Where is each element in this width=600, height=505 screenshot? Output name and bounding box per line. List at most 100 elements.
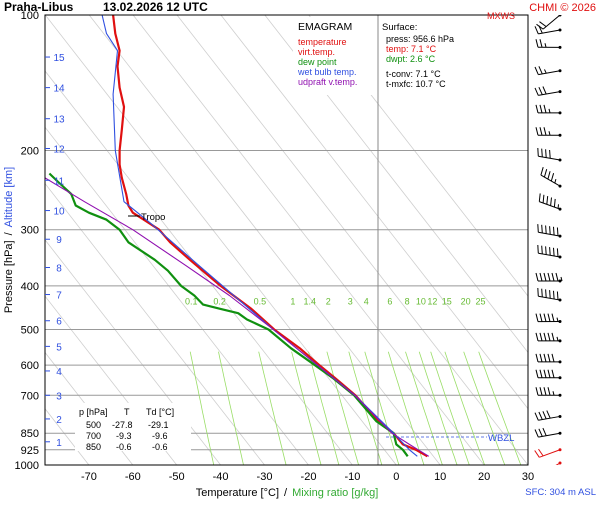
mixing-ratio-label: 0.5 bbox=[254, 297, 267, 307]
wind-barb-shaft bbox=[538, 232, 560, 236]
t-mxfc: t-mxfc: 10.7 °C bbox=[386, 79, 446, 89]
temperature-tick-label: 10 bbox=[434, 471, 446, 483]
pressure-tick-label: 850 bbox=[21, 428, 39, 440]
wind-barb bbox=[536, 387, 562, 396]
wind-barb-shaft bbox=[538, 296, 560, 300]
wind-barb bbox=[537, 14, 562, 30]
wind-barb-feather bbox=[550, 247, 551, 255]
temperature-tick-label: -20 bbox=[301, 471, 317, 483]
y-axis-title-altitude: Altitude [km] bbox=[3, 167, 15, 228]
mixing-ratio-label: 6 bbox=[387, 297, 392, 307]
altitude-tick-label: 11 bbox=[54, 176, 65, 187]
wind-barb-feather bbox=[535, 67, 538, 75]
wind-barb-feather bbox=[540, 387, 542, 395]
wind-barb-feather bbox=[535, 413, 538, 421]
wind-barb bbox=[536, 314, 562, 323]
wind-barb bbox=[536, 39, 562, 49]
altitude-tick-label: 2 bbox=[56, 415, 62, 426]
pressure-tick-label: 925 bbox=[21, 445, 39, 457]
altitude-tick-label: 9 bbox=[56, 235, 62, 246]
altitude-tick-label: 3 bbox=[56, 391, 62, 402]
wind-barbs bbox=[535, 14, 562, 475]
pressure-tick-label: 400 bbox=[21, 281, 39, 293]
mixing-ratio-label: 15 bbox=[442, 297, 452, 307]
wind-barb-feather bbox=[550, 290, 551, 298]
mixing-ratio-label: 20 bbox=[461, 297, 471, 307]
wind-barb-feather bbox=[546, 226, 547, 234]
wind-barb-feather bbox=[540, 39, 542, 47]
pressure-tick-label: 500 bbox=[21, 325, 39, 337]
mixing-ratio-label: 2 bbox=[326, 297, 331, 307]
wind-barb-feather bbox=[542, 225, 543, 233]
table-cell: -0.6 bbox=[116, 442, 132, 452]
wind-barb-feather bbox=[548, 171, 550, 179]
wind-barb bbox=[535, 66, 562, 74]
table-cell: -9.3 bbox=[116, 431, 132, 441]
wind-barb-feather bbox=[541, 167, 543, 175]
wind-barb-feather bbox=[536, 333, 538, 341]
wind-barb-feather bbox=[536, 105, 538, 113]
wind-barb-feather bbox=[548, 273, 550, 281]
legend-item-wet-bulb: wet bulb temp. bbox=[297, 67, 357, 77]
wind-barb-feather bbox=[551, 198, 552, 206]
temperature-tick-label: -40 bbox=[213, 471, 229, 483]
wind-barb-feather bbox=[543, 428, 546, 436]
legend-item-temperature: temperature bbox=[298, 37, 347, 47]
mixing-ratio-label: 8 bbox=[405, 297, 410, 307]
wind-barb-feather bbox=[548, 333, 550, 341]
wind-barb-feather bbox=[538, 224, 539, 232]
wind-barb-half-feather bbox=[557, 337, 558, 341]
y-axis-title: Pressure [hPa]/Altitude [km] bbox=[3, 167, 15, 313]
legend-item-updraft: udpraft v.temp. bbox=[298, 77, 357, 87]
wind-barb-feather bbox=[540, 314, 542, 322]
wind-barb-half-feather bbox=[545, 69, 547, 73]
wind-barb-feather bbox=[557, 292, 558, 300]
temperature-tick-label: -50 bbox=[169, 471, 185, 483]
wind-barb-feather bbox=[543, 87, 546, 95]
x-axis-title-mixing: Mixing ratio [g/kg] bbox=[292, 487, 378, 499]
wind-barb-feather bbox=[536, 314, 538, 322]
wind-barb-feather bbox=[557, 228, 558, 236]
temperature-tick-label: 0 bbox=[393, 471, 399, 483]
wind-barb-feather bbox=[536, 273, 538, 281]
temperature-tick-label: -70 bbox=[81, 471, 97, 483]
surface-title: Surface: bbox=[382, 22, 417, 33]
wind-barb-feather bbox=[540, 354, 542, 362]
pressure-tick-label: 300 bbox=[21, 225, 39, 237]
wind-barb-feather bbox=[550, 226, 551, 234]
wind-barb-feather bbox=[551, 173, 553, 181]
sfc-label: SFC: 304 m ASL bbox=[525, 487, 596, 498]
mixing-ratio-label: 0.2 bbox=[213, 297, 226, 307]
wind-barb-feather bbox=[542, 246, 543, 254]
wind-barb bbox=[538, 288, 562, 302]
wind-barb-feather bbox=[544, 127, 546, 135]
wind-barb-half-feather bbox=[553, 391, 554, 395]
mixing-ratio-label: 25 bbox=[475, 297, 485, 307]
table-header-td: Td [°C] bbox=[146, 407, 174, 417]
wind-barb-feather bbox=[552, 354, 554, 362]
altitude-tick-label: 10 bbox=[53, 207, 65, 218]
wind-barb-shaft bbox=[539, 202, 560, 210]
sounding-datetime: 13.02.2026 12 UTC bbox=[103, 0, 208, 14]
surface-temp: temp: 7.1 °C bbox=[386, 44, 437, 54]
table-cell: -0.6 bbox=[152, 442, 168, 452]
pressure-tick-label: 700 bbox=[21, 390, 39, 402]
mixing-ratio-label: 12 bbox=[427, 297, 437, 307]
mixing-ratio-label: 3 bbox=[348, 297, 353, 307]
wind-barb-feather bbox=[539, 449, 544, 456]
wind-barb-feather bbox=[536, 354, 538, 362]
wind-barb-feather bbox=[536, 127, 538, 135]
wind-barb-feather bbox=[540, 105, 542, 113]
wind-barb-feather bbox=[540, 22, 547, 27]
wind-barb-feather bbox=[556, 273, 558, 281]
wind-barb bbox=[536, 354, 562, 363]
wind-barb-feather bbox=[547, 196, 548, 204]
wind-barb-feather bbox=[546, 289, 547, 297]
wind-barb-shaft bbox=[538, 253, 560, 257]
wind-barb-shaft bbox=[541, 463, 560, 474]
wind-barb-feather bbox=[539, 66, 542, 74]
table-cell: -9.6 bbox=[152, 431, 168, 441]
mixing-ratio-label: 1 bbox=[290, 297, 295, 307]
